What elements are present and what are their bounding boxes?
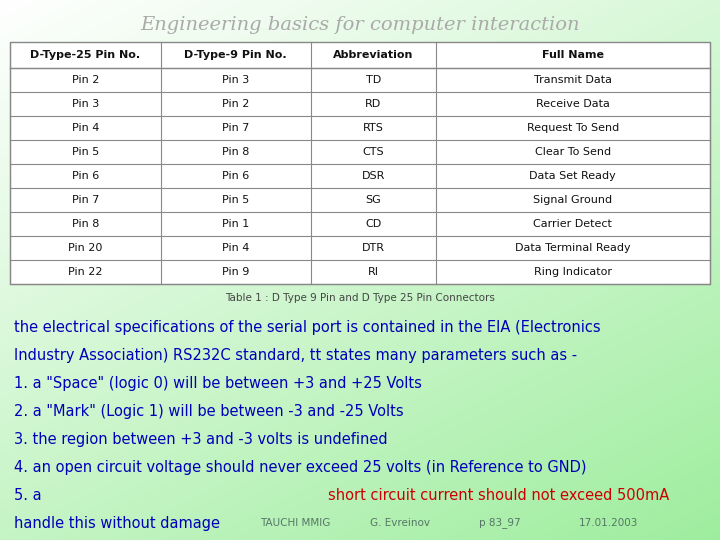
- Text: RI: RI: [368, 267, 379, 277]
- Text: Pin 9: Pin 9: [222, 267, 249, 277]
- Text: 17.01.2003: 17.01.2003: [578, 518, 638, 528]
- Text: Pin 7: Pin 7: [222, 123, 249, 133]
- Text: Pin 3: Pin 3: [71, 99, 99, 109]
- Text: Pin 2: Pin 2: [222, 99, 249, 109]
- Text: Pin 7: Pin 7: [71, 195, 99, 205]
- Text: RD: RD: [365, 99, 382, 109]
- Text: Transmit Data: Transmit Data: [534, 75, 612, 85]
- Text: TAUCHI MMIG: TAUCHI MMIG: [260, 518, 330, 528]
- Text: G. Evreinov: G. Evreinov: [370, 518, 430, 528]
- Text: 3. the region between +3 and -3 volts is undefined: 3. the region between +3 and -3 volts is…: [14, 432, 387, 447]
- Text: Request To Send: Request To Send: [526, 123, 619, 133]
- Text: Pin 6: Pin 6: [222, 171, 249, 181]
- Text: CTS: CTS: [362, 147, 384, 157]
- Bar: [10, 42, 710, 284]
- Text: Pin 4: Pin 4: [71, 123, 99, 133]
- Text: Pin 20: Pin 20: [68, 243, 102, 253]
- Text: D-Type-25 Pin No.: D-Type-25 Pin No.: [30, 50, 140, 60]
- Text: Pin 5: Pin 5: [71, 147, 99, 157]
- Text: DSR: DSR: [361, 171, 385, 181]
- Text: Pin 2: Pin 2: [71, 75, 99, 85]
- Text: RTS: RTS: [363, 123, 384, 133]
- Text: Signal Ground: Signal Ground: [534, 195, 613, 205]
- Text: 5. a: 5. a: [14, 488, 46, 503]
- Text: Pin 22: Pin 22: [68, 267, 102, 277]
- Text: TD: TD: [366, 75, 381, 85]
- Text: Pin 4: Pin 4: [222, 243, 249, 253]
- Text: SG: SG: [366, 195, 381, 205]
- Text: 1. a "Space" (logic 0) will be between +3 and +25 Volts: 1. a "Space" (logic 0) will be between +…: [14, 376, 422, 391]
- Text: Full Name: Full Name: [541, 50, 604, 60]
- Text: Table 1 : D Type 9 Pin and D Type 25 Pin Connectors: Table 1 : D Type 9 Pin and D Type 25 Pin…: [225, 293, 495, 303]
- Text: Pin 5: Pin 5: [222, 195, 249, 205]
- Text: CD: CD: [365, 219, 382, 229]
- Text: Pin 6: Pin 6: [71, 171, 99, 181]
- Text: Data Terminal Ready: Data Terminal Ready: [515, 243, 631, 253]
- Text: Data Set Ready: Data Set Ready: [529, 171, 616, 181]
- Text: Pin 1: Pin 1: [222, 219, 249, 229]
- Text: Engineering basics for computer interaction: Engineering basics for computer interact…: [140, 16, 580, 34]
- Text: Pin 3: Pin 3: [222, 75, 249, 85]
- Text: D-Type-9 Pin No.: D-Type-9 Pin No.: [184, 50, 287, 60]
- Text: Abbreviation: Abbreviation: [333, 50, 413, 60]
- Text: Carrier Detect: Carrier Detect: [534, 219, 612, 229]
- Text: Clear To Send: Clear To Send: [535, 147, 611, 157]
- Text: short circuit current should not exceed 500mA: short circuit current should not exceed …: [328, 488, 669, 503]
- Text: Ring Indicator: Ring Indicator: [534, 267, 612, 277]
- Text: Pin 8: Pin 8: [71, 219, 99, 229]
- Text: Pin 8: Pin 8: [222, 147, 249, 157]
- Text: Receive Data: Receive Data: [536, 99, 610, 109]
- Text: DTR: DTR: [362, 243, 384, 253]
- Text: the electrical specifications of the serial port is contained in the EIA (Electr: the electrical specifications of the ser…: [14, 320, 600, 335]
- Text: 4. an open circuit voltage should never exceed 25 volts (in Reference to GND): 4. an open circuit voltage should never …: [14, 460, 587, 475]
- Text: handle this without damage: handle this without damage: [14, 516, 220, 531]
- Text: Industry Association) RS232C standard, tt states many parameters such as -: Industry Association) RS232C standard, t…: [14, 348, 577, 363]
- Text: 2. a "Mark" (Logic 1) will be between -3 and -25 Volts: 2. a "Mark" (Logic 1) will be between -3…: [14, 404, 404, 419]
- Text: p 83_97: p 83_97: [480, 517, 521, 528]
